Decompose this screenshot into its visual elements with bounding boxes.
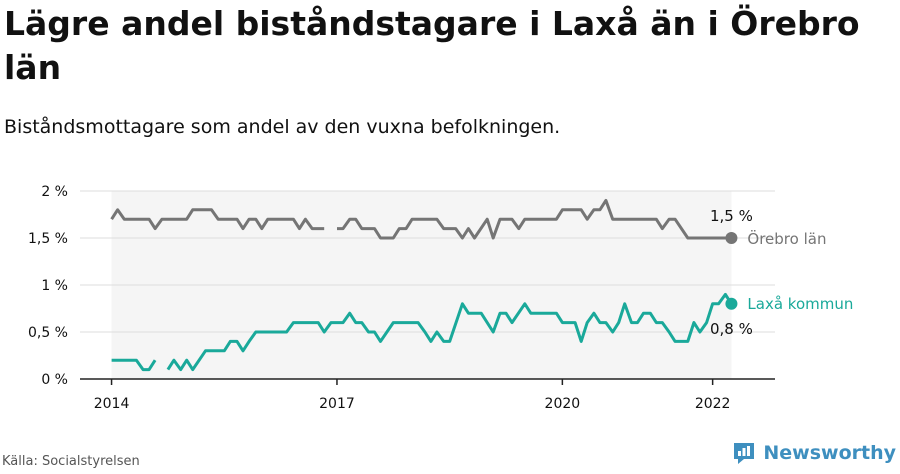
county-series-label: Örebro län [747, 229, 826, 248]
series-line-municipality [111, 292, 733, 372]
series-lines [110, 198, 733, 372]
brand-name: Newsworthy [763, 442, 896, 464]
end-marker-county [725, 232, 738, 244]
newsworthy-logo: Newsworthy [731, 440, 896, 466]
county-end-value-label: 1,5 % [710, 207, 753, 225]
x-tick-label: 2022 [695, 396, 731, 412]
x-tick-label: 2014 [94, 396, 130, 412]
x-tick-label: 2017 [319, 396, 355, 412]
municipality-end-value-label: 0,8 % [710, 320, 753, 338]
chart-title: Lägre andel biståndstagare i Laxå än i Ö… [4, 4, 860, 87]
x-axis: 2014 2017 2020 2022 [80, 378, 775, 412]
series-end-markers [725, 232, 738, 310]
y-tick-label: 0,5 % [28, 325, 68, 341]
y-tick-label: 2 % [41, 184, 68, 200]
series-line-county [110, 198, 732, 240]
y-tick-label: 1 % [41, 278, 68, 294]
source-note: Källa: Socialstyrelsen [2, 454, 140, 469]
chart-subtitle: Biståndsmottagare som andel av den vuxna… [4, 116, 561, 138]
end-marker-municipality [725, 297, 738, 310]
grid-lines [80, 190, 775, 333]
municipality-series-label: Laxå kommun [747, 295, 853, 313]
y-tick-label: 0 % [41, 372, 68, 388]
line-chart: 0 % 0,5 % 1 % 1,5 % 2 % 2014 2017 2020 2022 1,5… [28, 184, 853, 412]
newsworthy-icon [734, 443, 755, 464]
y-tick-label: 1,5 % [28, 231, 68, 247]
y-axis: 0 % 0,5 % 1 % 1,5 % 2 % [28, 184, 68, 388]
x-tick-label: 2020 [545, 396, 581, 412]
